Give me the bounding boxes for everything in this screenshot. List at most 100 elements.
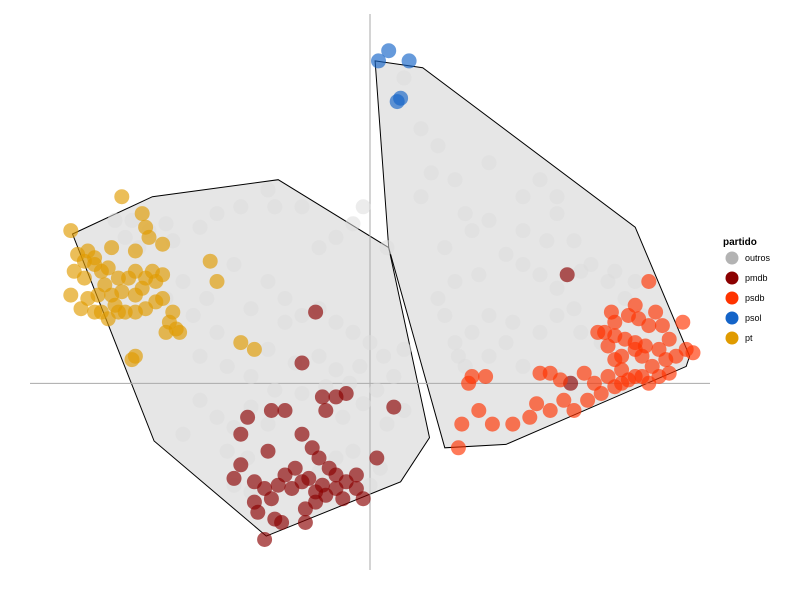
point-outros (386, 369, 402, 384)
point-outros (355, 199, 371, 215)
point-outros (209, 409, 225, 425)
point-outros (515, 358, 531, 374)
point-pmdb (369, 450, 385, 466)
point-pt (172, 324, 188, 340)
point-outros (498, 246, 514, 262)
legend-item-outros: outros (725, 251, 771, 265)
legend-item-pt: pt (725, 331, 753, 345)
point-pt (127, 348, 143, 364)
point-pt (141, 229, 157, 245)
point-psdb (505, 416, 521, 432)
point-outros (328, 362, 344, 378)
point-outros (219, 443, 235, 459)
point-pt (202, 253, 218, 269)
point-pt (134, 206, 150, 222)
point-psdb (566, 403, 582, 418)
point-pmdb (284, 481, 300, 496)
point-pmdb (559, 267, 575, 283)
point-outros (505, 314, 521, 330)
point-outros (199, 291, 215, 306)
legend-item-pmdb: pmdb (725, 271, 768, 285)
point-outros (362, 335, 378, 351)
point-pmdb (233, 426, 249, 442)
point-outros (607, 263, 623, 279)
point-pmdb (233, 457, 249, 473)
series-psdb (450, 274, 701, 456)
point-psdb (484, 416, 500, 432)
point-outros (437, 240, 453, 256)
point-pmdb (314, 477, 330, 493)
point-outros (566, 233, 582, 249)
point-psdb (454, 416, 470, 432)
legend-swatch (725, 331, 739, 345)
point-psdb (627, 297, 643, 313)
point-outros (243, 301, 259, 317)
point-outros (175, 274, 191, 289)
point-outros (549, 308, 565, 323)
point-outros (471, 267, 487, 283)
point-outros (209, 324, 225, 340)
point-pt (233, 335, 249, 351)
point-outros (352, 358, 368, 374)
point-psdb (478, 369, 494, 384)
point-outros (549, 206, 565, 222)
legend-swatch (725, 311, 739, 325)
point-outros (532, 324, 548, 340)
point-outros (376, 348, 392, 364)
point-psdb (522, 409, 538, 425)
point-outros (515, 257, 531, 272)
point-pmdb (318, 403, 334, 418)
point-pmdb (263, 403, 279, 418)
point-pmdb (263, 491, 279, 507)
point-psdb (580, 392, 596, 408)
point-outros (413, 121, 429, 137)
legend-swatch (725, 251, 739, 265)
legend-label: outros (745, 253, 771, 263)
point-psdb (464, 369, 480, 384)
point-pt (127, 243, 143, 259)
point-outros (362, 477, 378, 493)
point-psdb (654, 318, 670, 334)
legend-label: psdb (745, 293, 765, 303)
point-outros (481, 212, 497, 228)
point-psdb (644, 358, 660, 374)
point-psdb (685, 345, 701, 361)
point-psdb (471, 403, 487, 418)
point-pt (209, 274, 225, 289)
point-outros (345, 443, 361, 459)
legend-items: outros pmdb psdb psol pt (725, 251, 771, 345)
point-pmdb (226, 470, 242, 486)
point-outros (573, 324, 589, 340)
point-outros (294, 308, 310, 323)
point-psdb (661, 365, 677, 381)
legend-label: pmdb (745, 273, 768, 283)
point-pt (73, 301, 89, 317)
point-outros (294, 386, 310, 401)
point-outros (107, 212, 123, 228)
point-outros (260, 274, 276, 289)
point-pmdb (294, 426, 310, 442)
point-outros (447, 335, 463, 351)
point-psol (401, 53, 417, 69)
point-psol (381, 43, 397, 59)
point-outros (498, 335, 514, 351)
point-outros (192, 348, 208, 364)
point-pmdb (338, 386, 354, 401)
point-outros (267, 382, 283, 398)
point-pt (155, 236, 171, 252)
legend-title: partido (723, 237, 757, 248)
point-pt (127, 287, 143, 303)
point-outros (311, 240, 327, 256)
point-pt (93, 263, 109, 279)
point-pt (114, 189, 130, 205)
point-pmdb (274, 515, 290, 530)
points-layer (63, 43, 701, 547)
point-outros (423, 165, 439, 181)
point-outros (464, 324, 480, 340)
point-outros (437, 308, 453, 323)
point-outros (413, 189, 429, 205)
point-psdb (590, 324, 606, 340)
point-outros (464, 223, 480, 239)
point-psdb (576, 365, 592, 381)
point-outros (430, 138, 446, 154)
